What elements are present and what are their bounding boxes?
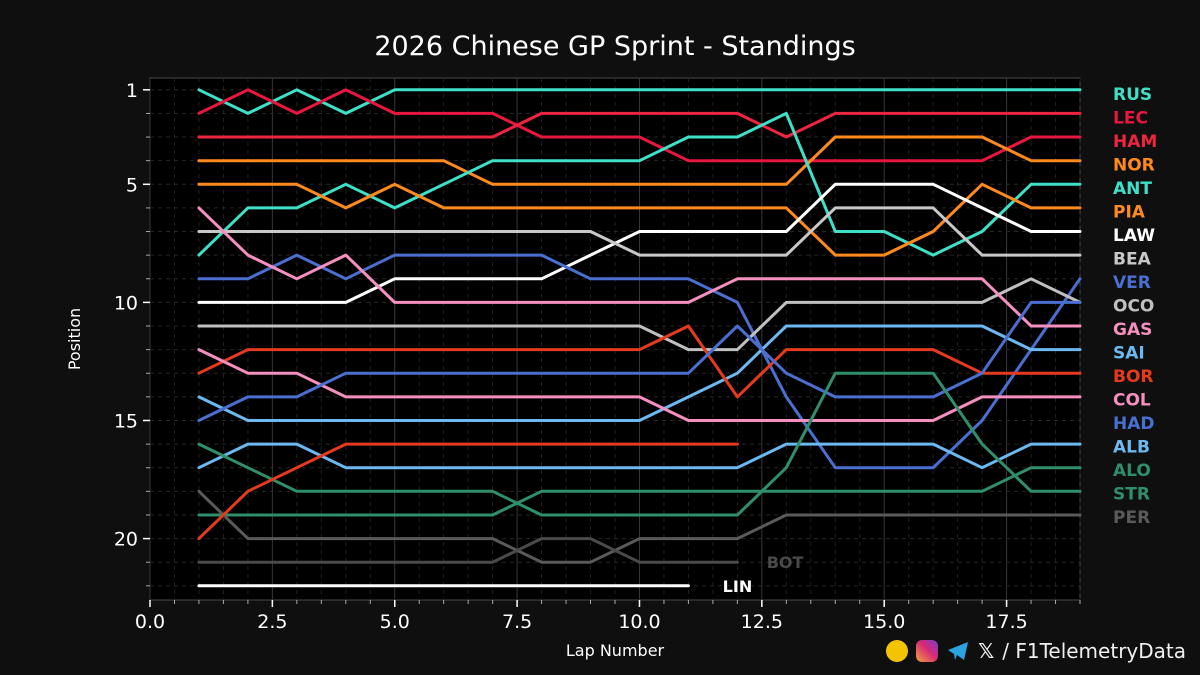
legend-item-bea: BEA bbox=[1113, 250, 1152, 270]
legend-item-str: STR bbox=[1113, 485, 1150, 505]
legend-item-law: LAW bbox=[1113, 226, 1155, 246]
series-line-bot bbox=[197, 537, 739, 564]
x-axis: 0.0 2.5 5.0 7.5 10.0 12.5 15.0 17.5 bbox=[135, 600, 1081, 633]
series-line-pia bbox=[197, 182, 1082, 257]
x-axis-label: Lap Number bbox=[566, 641, 665, 660]
y-axis-label: Position bbox=[65, 308, 84, 370]
series-line-alb bbox=[197, 442, 1082, 470]
legend: RUS LEC HAM NOR ANT PIA LAW BEA VER OCO GAS SAI BOR C… bbox=[1113, 85, 1157, 528]
series-line-per bbox=[197, 489, 1082, 564]
series-line-unnamed bbox=[197, 442, 739, 541]
series-line-lec bbox=[197, 88, 1082, 163]
x-tick-label: 7.5 bbox=[502, 611, 532, 633]
inline-label-lin: LIN bbox=[723, 577, 753, 596]
legend-item-lec: LEC bbox=[1113, 109, 1148, 129]
y-tick-label: 15 bbox=[114, 410, 138, 432]
inline-label-bot: BOT bbox=[767, 553, 804, 572]
series-line-ham bbox=[197, 111, 1082, 139]
series-line-str bbox=[197, 466, 1082, 517]
legend-item-col: COL bbox=[1113, 391, 1151, 411]
series-line-alo bbox=[197, 371, 1082, 517]
x-tick-label: 15.0 bbox=[863, 611, 905, 633]
series-line-sai bbox=[197, 324, 1082, 422]
series-line-bor bbox=[197, 324, 1082, 399]
y-tick-label: 10 bbox=[114, 292, 138, 314]
legend-item-alb: ALB bbox=[1113, 438, 1150, 458]
x-tick-label: 5.0 bbox=[380, 611, 410, 633]
telegram-icon[interactable] bbox=[946, 640, 970, 662]
inline-labels: BOT LIN bbox=[723, 553, 804, 596]
legend-item-sai: SAI bbox=[1113, 344, 1145, 364]
series-line-oco bbox=[197, 277, 1082, 352]
footer-handle[interactable]: / F1TelemetryData bbox=[1002, 639, 1186, 663]
legend-item-rus: RUS bbox=[1113, 85, 1152, 105]
series-line-rus bbox=[197, 88, 1082, 115]
legend-item-pia: PIA bbox=[1113, 203, 1146, 223]
series-line-ant bbox=[197, 111, 1082, 257]
legend-item-had: HAD bbox=[1113, 414, 1155, 434]
x-tick-label: 12.5 bbox=[741, 611, 783, 633]
x-tick-label: 17.5 bbox=[985, 611, 1027, 633]
legend-item-ver: VER bbox=[1113, 273, 1151, 293]
legend-item-gas: GAS bbox=[1113, 320, 1152, 340]
y-tick-label: 5 bbox=[126, 174, 138, 196]
x-icon[interactable]: 𝕏 bbox=[978, 639, 995, 663]
series-line-gas bbox=[197, 206, 1082, 328]
x-tick-label: 10.0 bbox=[618, 611, 660, 633]
legend-item-per: PER bbox=[1113, 508, 1150, 528]
series-line-bea bbox=[197, 206, 1082, 257]
legend-item-nor: NOR bbox=[1113, 156, 1155, 176]
series-lines bbox=[197, 88, 1082, 588]
instagram-icon[interactable] bbox=[916, 640, 939, 662]
x-tick-label: 0.0 bbox=[135, 611, 165, 633]
legend-item-ant: ANT bbox=[1113, 179, 1152, 199]
series-line-had bbox=[197, 300, 1082, 422]
footer-social: 𝕏 / F1TelemetryData bbox=[886, 637, 1186, 665]
y-tick-label: 1 bbox=[126, 80, 138, 102]
legend-item-alo: ALO bbox=[1113, 461, 1151, 481]
legend-item-ham: HAM bbox=[1113, 132, 1157, 152]
series-line-nor bbox=[197, 135, 1082, 186]
series-line-col bbox=[197, 348, 1082, 422]
series-line-ver bbox=[197, 253, 1082, 470]
series-line-law bbox=[197, 182, 1082, 304]
chart-title: 2026 Chinese GP Sprint - Standings bbox=[374, 31, 855, 62]
x-tick-label: 2.5 bbox=[257, 611, 287, 633]
y-tick-label: 20 bbox=[114, 529, 138, 551]
legend-item-bor: BOR bbox=[1113, 367, 1154, 387]
legend-item-oco: OCO bbox=[1113, 297, 1154, 317]
podcast-icon[interactable] bbox=[886, 640, 909, 662]
